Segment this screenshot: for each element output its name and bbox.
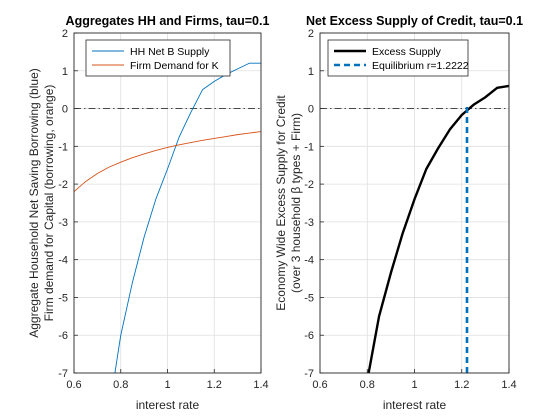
- left-y-axis-label-line1: Aggregate Household Net Saving Borrowing…: [27, 68, 41, 338]
- left-y-axis-label-line2: Firm demand for Capital (borrowing, oran…: [42, 85, 56, 322]
- right-y-tick-label: -1: [304, 141, 314, 153]
- right-x-tick-label: 1: [411, 379, 417, 391]
- right-x-tick-label: 0.8: [360, 379, 375, 391]
- right-x-tick-label: 1.2: [454, 379, 469, 391]
- left-x-tick-label: 1.2: [207, 379, 222, 391]
- right-y-tick-label: 2: [308, 28, 314, 40]
- right-legend-label-1: Equilibrium r=1.2222: [372, 60, 469, 72]
- left-x-tick-label: 1: [164, 379, 170, 391]
- left-x-tick-label: 0.6: [66, 379, 81, 391]
- right-chart-panel: Net Excess Supply of Credit, tau=0.1 int…: [274, 14, 523, 412]
- right-y-axis-label-line2: (over 3 household β types + Firm): [289, 113, 303, 293]
- right-y-tick-label: -6: [304, 330, 314, 342]
- left-x-tick-label: 0.8: [113, 379, 128, 391]
- left-y-tick-label: -7: [58, 368, 68, 380]
- right-legend: Excess Supply Equilibrium r=1.2222: [328, 40, 469, 76]
- left-y-tick-label: -2: [58, 179, 68, 191]
- right-y-tick-label: 1: [308, 66, 314, 78]
- left-y-tick-label: -1: [58, 141, 68, 153]
- left-legend-label-1: Firm Demand for K: [130, 60, 219, 72]
- right-y-axis-label-line1: Economy Wide Excess Supply for Credit: [274, 95, 288, 311]
- left-chart-panel: Aggregates HH and Firms, tau=0.1 interes…: [27, 14, 269, 412]
- left-y-tick-label: -4: [58, 255, 68, 267]
- left-chart-title: Aggregates HH and Firms, tau=0.1: [66, 14, 270, 28]
- right-y-tick-label: 0: [308, 104, 314, 116]
- right-x-axis-label: interest rate: [383, 398, 447, 412]
- right-y-tick-label: -3: [304, 217, 314, 229]
- right-chart-title: Net Excess Supply of Credit, tau=0.1: [306, 14, 523, 28]
- left-legend-label-0: HH Net B Supply: [130, 46, 210, 58]
- left-y-tick-label: -3: [58, 217, 68, 229]
- right-x-tick-label: 1.4: [501, 379, 516, 391]
- left-y-tick-label: 1: [62, 66, 68, 78]
- right-y-tick-label: -2: [304, 179, 314, 191]
- left-y-tick-label: 2: [62, 28, 68, 40]
- left-y-tick-label: 0: [62, 104, 68, 116]
- left-x-axis-label: interest rate: [136, 398, 200, 412]
- right-x-tick-label: 0.6: [312, 379, 327, 391]
- left-y-tick-label: -5: [58, 292, 68, 304]
- right-legend-label-0: Excess Supply: [372, 46, 442, 58]
- left-y-tick-label: -6: [58, 330, 68, 342]
- right-y-tick-label: -4: [304, 255, 314, 267]
- left-x-tick-label: 1.4: [253, 379, 268, 391]
- right-y-tick-label: -7: [304, 368, 314, 380]
- right-y-tick-label: -5: [304, 292, 314, 304]
- left-legend: HH Net B Supply Firm Demand for K: [86, 40, 230, 76]
